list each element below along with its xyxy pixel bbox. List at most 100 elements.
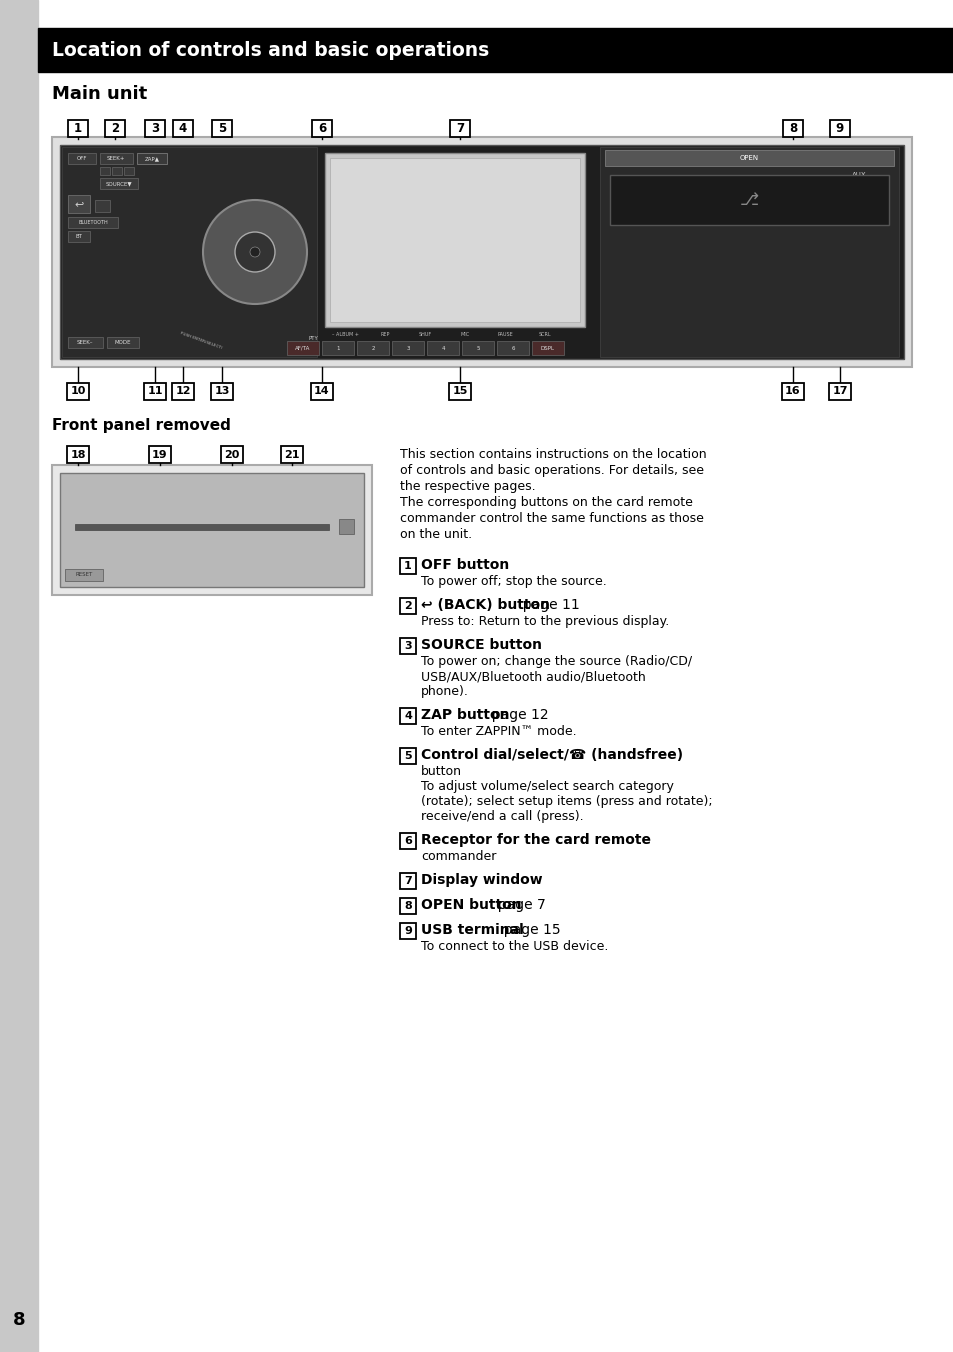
Text: commander: commander [420, 850, 496, 863]
Text: OPEN: OPEN [740, 155, 759, 161]
Text: SOURCE button: SOURCE button [420, 638, 541, 652]
Bar [399, 638, 416, 654]
Text: 13: 13 [214, 387, 230, 396]
Text: SEEK+: SEEK+ [107, 155, 125, 161]
Bar [137, 153, 167, 164]
Bar [356, 341, 389, 356]
Text: 6: 6 [511, 346, 515, 350]
Bar [62, 147, 316, 357]
Text: page 15: page 15 [495, 923, 560, 937]
Text: RESET: RESET [75, 572, 92, 577]
Text: 11: 11 [147, 387, 163, 396]
Text: To enter ZAPPIN™ mode.: To enter ZAPPIN™ mode. [420, 725, 576, 738]
Bar [449, 383, 471, 400]
Text: page 12: page 12 [482, 708, 548, 722]
Text: USB terminal: USB terminal [420, 923, 523, 937]
Text: MODE: MODE [114, 339, 132, 345]
Text: 3: 3 [151, 122, 159, 135]
Text: SCRL: SCRL [538, 333, 551, 338]
Bar [105, 120, 125, 137]
Text: 4: 4 [404, 711, 412, 721]
Text: To connect to the USB device.: To connect to the USB device. [420, 940, 608, 953]
Text: 5: 5 [404, 750, 412, 761]
Text: ZAP▲: ZAP▲ [144, 155, 159, 161]
Bar [829, 120, 849, 137]
Bar [427, 341, 458, 356]
Text: PUSH ENTER/SELECT/: PUSH ENTER/SELECT/ [180, 331, 223, 350]
Bar [828, 383, 850, 400]
Text: The corresponding buttons on the card remote: The corresponding buttons on the card re… [399, 496, 692, 508]
Text: 4: 4 [178, 122, 187, 135]
Bar [68, 153, 96, 164]
Text: This section contains instructions on the location: This section contains instructions on th… [399, 448, 706, 461]
Text: ↩ (BACK) button: ↩ (BACK) button [420, 598, 550, 612]
Circle shape [234, 233, 274, 272]
Bar [781, 383, 803, 400]
Text: 20: 20 [224, 449, 239, 460]
Text: 9: 9 [404, 926, 412, 936]
Bar [0, 0, 38, 1352]
Text: Control dial/select/☎ (handsfree): Control dial/select/☎ (handsfree) [420, 748, 682, 763]
Bar [68, 231, 90, 242]
Text: BT: BT [75, 234, 82, 239]
Bar [107, 337, 139, 347]
Bar [67, 446, 89, 462]
Text: 17: 17 [831, 387, 847, 396]
Text: MIC: MIC [460, 333, 469, 338]
Text: 1: 1 [74, 122, 82, 135]
Text: 12: 12 [175, 387, 191, 396]
Text: 5: 5 [476, 346, 479, 350]
Text: Front panel removed: Front panel removed [52, 418, 231, 433]
Bar [145, 120, 165, 137]
Bar [68, 120, 88, 137]
Text: USB/AUX/Bluetooth audio/Bluetooth: USB/AUX/Bluetooth audio/Bluetooth [420, 671, 645, 683]
Text: commander control the same functions as those: commander control the same functions as … [399, 512, 703, 525]
Text: 7: 7 [404, 876, 412, 886]
Bar [392, 341, 423, 356]
Bar [399, 833, 416, 849]
Text: Location of controls and basic operations: Location of controls and basic operation… [52, 41, 489, 59]
Bar [52, 465, 372, 595]
Bar [399, 708, 416, 725]
Text: 19: 19 [152, 449, 168, 460]
Text: page 7: page 7 [489, 898, 545, 913]
Text: DSPL: DSPL [540, 346, 555, 350]
Bar [211, 383, 233, 400]
Text: BLUETOOTH: BLUETOOTH [78, 220, 108, 224]
Text: To power on; change the source (Radio/CD/: To power on; change the source (Radio/CD… [420, 654, 691, 668]
Text: receive/end a call (press).: receive/end a call (press). [420, 810, 583, 823]
Text: 8: 8 [12, 1311, 26, 1329]
Text: 4: 4 [441, 346, 444, 350]
Text: 8: 8 [788, 122, 797, 135]
Text: 14: 14 [314, 387, 330, 396]
Circle shape [250, 247, 260, 257]
Bar [100, 153, 132, 164]
Text: Main unit: Main unit [52, 85, 147, 103]
Text: (rotate); select setup items (press and rotate);: (rotate); select setup items (press and … [420, 795, 712, 808]
Text: – ALBUM +: – ALBUM + [332, 333, 358, 338]
Text: 2: 2 [404, 602, 412, 611]
Bar [532, 341, 563, 356]
Text: 8: 8 [404, 900, 412, 911]
Bar [312, 120, 332, 137]
Bar [461, 341, 494, 356]
Bar [287, 341, 318, 356]
Bar [399, 923, 416, 940]
Text: 10: 10 [71, 387, 86, 396]
Text: Receptor for the card remote: Receptor for the card remote [420, 833, 650, 846]
Bar [604, 150, 893, 166]
Text: 21: 21 [284, 449, 299, 460]
Bar [172, 120, 193, 137]
Bar [172, 383, 193, 400]
Text: Display window: Display window [420, 873, 542, 887]
Text: ZAP button: ZAP button [420, 708, 509, 722]
Text: SEEK–: SEEK– [76, 339, 93, 345]
Text: PTY: PTY [308, 337, 317, 342]
Text: OFF: OFF [76, 155, 87, 161]
Text: of controls and basic operations. For details, see: of controls and basic operations. For de… [399, 464, 703, 477]
Text: page 11: page 11 [514, 598, 579, 612]
Bar [338, 519, 354, 534]
Text: AF/TA: AF/TA [295, 346, 311, 350]
Bar [399, 898, 416, 914]
Text: ⎇: ⎇ [740, 191, 759, 210]
